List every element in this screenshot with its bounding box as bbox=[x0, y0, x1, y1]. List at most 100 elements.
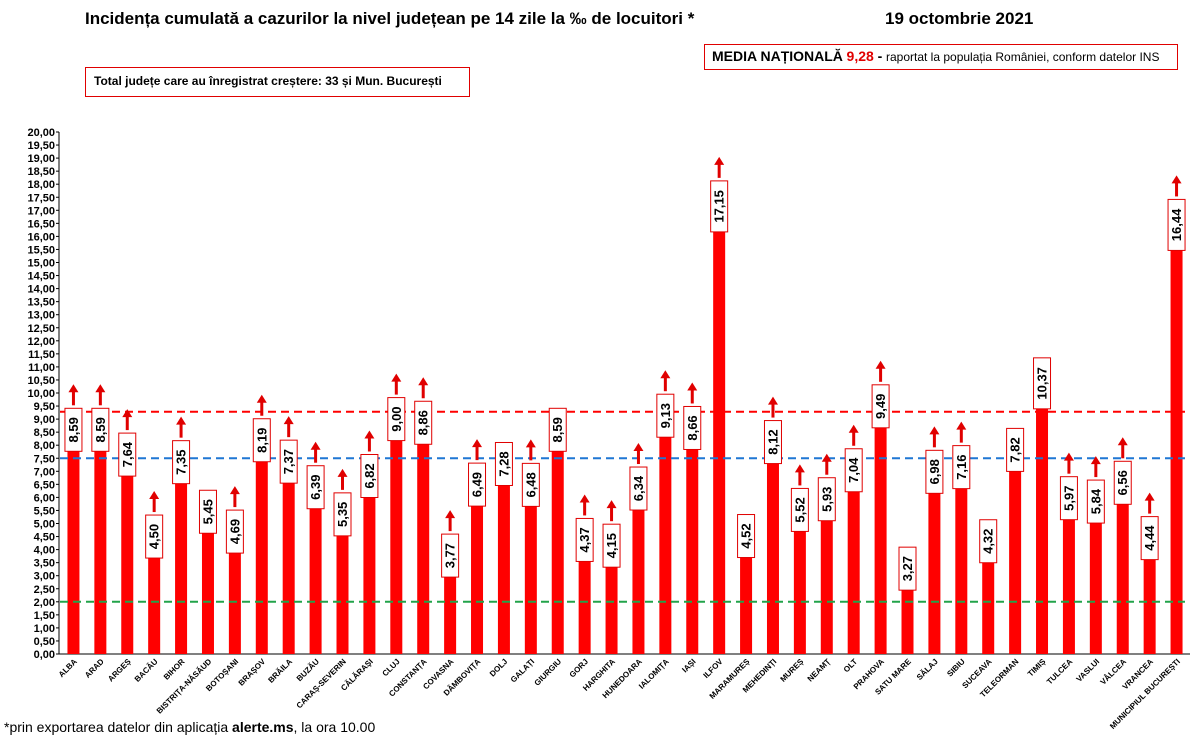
category-label-16: DOLJ bbox=[488, 657, 509, 678]
bar-28 bbox=[820, 499, 833, 654]
y-tick-label: 11,50 bbox=[28, 349, 55, 361]
increase-arrowhead-6 bbox=[229, 486, 240, 495]
value-label-15: 6,49 bbox=[470, 472, 485, 497]
bar-38 bbox=[1089, 501, 1102, 654]
bar-25 bbox=[740, 536, 753, 654]
increase-arrowhead-12 bbox=[391, 373, 402, 382]
bar-22 bbox=[659, 415, 672, 654]
value-label-box-11 bbox=[360, 453, 379, 498]
footnote-prefix: *prin exportarea datelor din aplicația bbox=[4, 719, 233, 735]
increase-arrowhead-4 bbox=[176, 416, 187, 425]
value-label-31: 3,27 bbox=[900, 556, 915, 581]
increase-arrowhead-32 bbox=[929, 426, 940, 435]
bar-2 bbox=[121, 454, 134, 654]
value-label-28: 5,93 bbox=[819, 487, 834, 512]
bar-36 bbox=[1036, 383, 1049, 654]
value-label-22: 9,13 bbox=[658, 403, 673, 428]
value-label-25: 4,52 bbox=[739, 523, 754, 548]
increase-arrowhead-8 bbox=[283, 416, 294, 425]
bar-19 bbox=[578, 539, 591, 654]
value-label-box-5 bbox=[198, 489, 217, 534]
value-label-12: 9,00 bbox=[389, 406, 404, 431]
value-label-box-4 bbox=[172, 440, 191, 485]
bar-5 bbox=[201, 511, 214, 654]
bar-29 bbox=[847, 470, 860, 654]
value-label-10: 5,35 bbox=[335, 502, 350, 527]
y-tick-label: 6,50 bbox=[34, 479, 55, 491]
value-label-24: 17,15 bbox=[712, 190, 727, 223]
bar-32 bbox=[928, 471, 941, 654]
increase-arrowhead-33 bbox=[956, 421, 967, 430]
value-label-box-33 bbox=[952, 445, 971, 490]
bar-23 bbox=[686, 427, 699, 654]
y-tick-label: 18,50 bbox=[27, 166, 55, 178]
value-label-box-16 bbox=[494, 441, 513, 486]
y-tick-label: 9,50 bbox=[34, 401, 55, 413]
increase-arrowhead-9 bbox=[310, 441, 321, 450]
bar-39 bbox=[1116, 482, 1129, 654]
bar-33 bbox=[955, 467, 968, 654]
increase-arrowhead-17 bbox=[525, 439, 536, 448]
bar-21 bbox=[632, 488, 645, 654]
value-label-box-18 bbox=[548, 407, 567, 452]
value-label-14: 3,77 bbox=[443, 543, 458, 568]
value-label-35: 7,82 bbox=[1008, 437, 1023, 462]
value-label-box-29 bbox=[844, 448, 863, 493]
increase-arrowhead-39 bbox=[1117, 437, 1128, 446]
national-average-dash: - bbox=[873, 48, 883, 64]
bar-40 bbox=[1143, 538, 1156, 654]
bar-6 bbox=[228, 531, 241, 654]
bar-1 bbox=[94, 429, 107, 654]
value-label-box-6 bbox=[225, 509, 244, 554]
chart-title: Incidența cumulată a cazurilor la nivel … bbox=[85, 9, 695, 28]
category-label-10: CARAȘ-SEVERIN bbox=[295, 657, 348, 710]
category-label-0: ALBA bbox=[57, 657, 79, 679]
value-label-box-30 bbox=[871, 384, 890, 429]
value-label-box-14 bbox=[441, 533, 460, 578]
category-label-12: CLUJ bbox=[381, 657, 402, 678]
bar-18 bbox=[551, 429, 564, 654]
bar-7 bbox=[255, 440, 268, 654]
value-label-box-15 bbox=[468, 462, 487, 507]
value-label-box-24 bbox=[710, 180, 729, 233]
value-label-3: 4,50 bbox=[147, 524, 162, 549]
value-label-16: 7,28 bbox=[496, 451, 511, 476]
value-label-box-41 bbox=[1167, 198, 1186, 251]
value-label-34: 4,32 bbox=[981, 529, 996, 554]
y-tick-label: 5,00 bbox=[34, 519, 55, 531]
bar-26 bbox=[766, 442, 779, 654]
y-tick-label: 6,00 bbox=[34, 492, 55, 504]
y-tick-label: 3,00 bbox=[34, 571, 55, 583]
value-label-box-22 bbox=[656, 393, 675, 438]
category-label-27: MUREȘ bbox=[779, 657, 806, 684]
increase-arrowhead-29 bbox=[848, 424, 859, 433]
value-label-8: 7,37 bbox=[281, 449, 296, 474]
category-label-38: VASLUI bbox=[1075, 657, 1102, 684]
increase-arrowhead-21 bbox=[633, 443, 644, 452]
value-label-box-12 bbox=[387, 397, 406, 442]
value-label-box-27 bbox=[790, 487, 809, 532]
value-label-0: 8,59 bbox=[66, 417, 81, 442]
value-label-box-1 bbox=[91, 407, 110, 452]
bar-15 bbox=[471, 484, 484, 654]
value-label-box-32 bbox=[925, 449, 944, 494]
value-label-4: 7,35 bbox=[174, 450, 189, 475]
category-label-29: OLT bbox=[842, 657, 859, 674]
value-label-box-39 bbox=[1113, 460, 1132, 505]
increase-arrowhead-24 bbox=[714, 156, 725, 165]
value-label-21: 6,34 bbox=[631, 475, 646, 501]
value-label-box-2 bbox=[118, 432, 137, 477]
y-tick-label: 4,50 bbox=[34, 532, 55, 544]
y-tick-label: 2,00 bbox=[34, 597, 55, 609]
category-label-33: SIBIU bbox=[945, 657, 967, 679]
value-label-32: 6,98 bbox=[927, 459, 942, 484]
category-label-18: GIURGIU bbox=[533, 657, 564, 688]
y-tick-label: 7,00 bbox=[34, 466, 55, 478]
value-label-box-40 bbox=[1140, 516, 1159, 561]
bar-37 bbox=[1062, 498, 1075, 654]
y-tick-label: 14,00 bbox=[27, 284, 55, 296]
value-label-40: 4,44 bbox=[1142, 525, 1157, 551]
y-tick-label: 8,00 bbox=[34, 440, 55, 452]
increase-arrowhead-41 bbox=[1171, 175, 1182, 184]
national-average-note: raportat la populația României, conform … bbox=[885, 50, 1160, 64]
